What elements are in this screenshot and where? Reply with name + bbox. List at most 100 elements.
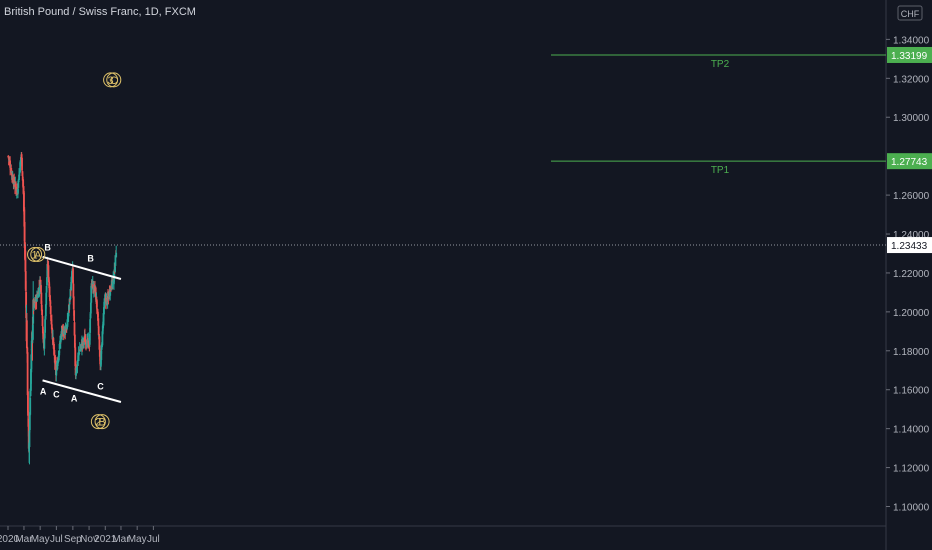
y-axis-tick-label: 1.24000 bbox=[893, 230, 930, 241]
candle-body bbox=[53, 356, 56, 363]
candle-body bbox=[40, 292, 43, 304]
wave-label-text: A bbox=[34, 249, 42, 261]
x-axis-tick-label: Sep bbox=[64, 534, 82, 545]
current-price-tag-text: 1.23433 bbox=[891, 241, 928, 252]
x-axis-tick-label: 2020 bbox=[0, 534, 20, 545]
candle-body bbox=[75, 365, 78, 372]
target-label-tp2: TP2 bbox=[711, 59, 730, 70]
wave-label: 1 bbox=[27, 246, 43, 262]
target-price-tag-bg bbox=[887, 46, 932, 63]
target-price-tag-tp1: 1.27743 bbox=[887, 153, 932, 170]
candle-body bbox=[40, 304, 43, 312]
candle-body bbox=[20, 154, 23, 160]
candle-body bbox=[42, 332, 45, 340]
channel-upper-line bbox=[42, 255, 122, 280]
candle-body bbox=[101, 331, 104, 346]
candle-body bbox=[15, 186, 17, 191]
candle-body bbox=[21, 176, 24, 181]
y-axis-tick-label: 1.18000 bbox=[893, 347, 930, 358]
x-axis-tick-label: Jul bbox=[50, 534, 63, 545]
candle-body bbox=[26, 352, 29, 396]
y-axis-tick-label: 1.26000 bbox=[893, 191, 930, 202]
candle-body bbox=[97, 318, 100, 326]
wave-label: B bbox=[94, 414, 110, 430]
candle-body bbox=[56, 363, 59, 370]
candle-body bbox=[76, 361, 79, 366]
candle-body bbox=[73, 310, 76, 321]
x-axis-tick-label: Nov bbox=[80, 534, 98, 545]
candle-body bbox=[28, 430, 31, 448]
y-axis-tick-label: 1.30000 bbox=[893, 113, 930, 124]
candle-body bbox=[52, 342, 55, 349]
candle-body bbox=[29, 397, 32, 415]
wave-label: 3 bbox=[103, 72, 119, 88]
candle-body bbox=[19, 162, 22, 173]
wave-label-text: 1 bbox=[32, 249, 38, 261]
candle-body bbox=[50, 324, 53, 330]
candle-body bbox=[43, 338, 46, 349]
candle-body bbox=[100, 350, 103, 361]
x-axis-tick-label: Mar bbox=[15, 534, 33, 545]
candle-body bbox=[27, 391, 29, 416]
candle-body bbox=[28, 412, 31, 431]
chart-title: British Pound / Swiss Franc, 1D, FXCM bbox=[4, 6, 196, 18]
target-price-tag-bg bbox=[887, 153, 932, 170]
candle-body bbox=[45, 292, 48, 305]
candle-body bbox=[24, 271, 27, 291]
wave-label-circle bbox=[27, 246, 43, 262]
candle-body bbox=[113, 269, 116, 279]
wave-label-text: B bbox=[98, 417, 105, 429]
sub-wave-label: C bbox=[53, 390, 60, 400]
candle-body bbox=[90, 285, 93, 303]
wave-label-circle bbox=[94, 414, 110, 430]
y-axis-tick-label: 1.34000 bbox=[893, 35, 930, 46]
x-axis-tick-label: May bbox=[31, 534, 50, 545]
current-price-tag: 1.23433 bbox=[887, 237, 932, 254]
candle-body bbox=[10, 167, 13, 174]
candle-body bbox=[72, 268, 74, 284]
candle-body bbox=[72, 283, 75, 298]
y-axis-tick-label: 1.10000 bbox=[893, 503, 930, 514]
candle-body bbox=[72, 296, 75, 310]
y-axis-tick-label: 1.20000 bbox=[893, 308, 930, 319]
candle-body bbox=[44, 319, 47, 333]
candle-body bbox=[109, 288, 112, 296]
target-price-tag-tp2: 1.33199 bbox=[887, 46, 932, 63]
candle-body bbox=[46, 277, 48, 286]
wave-label-circle bbox=[30, 246, 46, 262]
target-price-tag-text: 1.33199 bbox=[891, 51, 928, 62]
candles bbox=[7, 151, 118, 465]
x-axis-tick-label: May bbox=[128, 534, 147, 545]
candle-body bbox=[98, 336, 101, 350]
y-axis-tick-label: 1.14000 bbox=[893, 425, 930, 436]
y-axis-tick-label: 1.16000 bbox=[893, 386, 930, 397]
sub-wave-label: B bbox=[44, 242, 51, 252]
candle-body bbox=[73, 322, 76, 336]
wave-label: A bbox=[30, 246, 46, 262]
candle-body bbox=[48, 286, 51, 298]
sub-wave-label: A bbox=[40, 387, 47, 397]
candle-body bbox=[73, 334, 76, 348]
candle-body bbox=[61, 328, 64, 336]
current-price-tag-bg bbox=[887, 237, 932, 254]
candle-body bbox=[17, 180, 20, 183]
candle-body bbox=[89, 319, 92, 333]
candle-body bbox=[36, 296, 39, 298]
wave-label-text: 2 bbox=[95, 417, 101, 429]
candle-body bbox=[114, 255, 117, 266]
wave-label-text: 3 bbox=[108, 75, 114, 87]
wave-label-text: C bbox=[110, 75, 118, 87]
y-axis-tick-label: 1.22000 bbox=[893, 269, 930, 280]
y-axis-tick-label: 1.32000 bbox=[893, 74, 930, 85]
candle-body bbox=[41, 316, 44, 327]
x-axis-tick-label: Mar bbox=[112, 534, 130, 545]
candle-body bbox=[25, 320, 28, 349]
currency-badge: CHF bbox=[897, 5, 923, 21]
candle-body bbox=[49, 305, 52, 315]
sub-wave-label: A bbox=[71, 394, 78, 404]
candle-body bbox=[97, 326, 100, 336]
channel-lower-line bbox=[42, 379, 122, 403]
wave-label: 2 bbox=[90, 414, 106, 430]
